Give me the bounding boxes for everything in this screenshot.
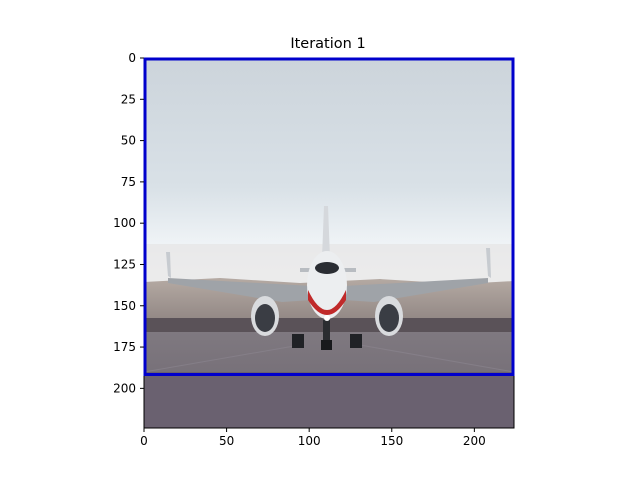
y-tick-label: 25 xyxy=(121,92,136,106)
x-tick-label: 100 xyxy=(298,434,321,448)
y-tick-label: 150 xyxy=(113,299,136,313)
y-tick-label: 50 xyxy=(121,134,136,148)
bounding-box xyxy=(143,57,515,376)
chart-title: Iteration 1 xyxy=(290,36,365,52)
y-axis: 0 25 50 75 100 125 150 175 200 xyxy=(113,51,144,395)
y-tick-label: 100 xyxy=(113,216,136,230)
x-tick-label: 0 xyxy=(140,434,148,448)
y-tick-label: 200 xyxy=(113,381,136,395)
y-tick-label: 0 xyxy=(128,51,136,65)
airplane-icon xyxy=(166,206,491,350)
airplane-photo xyxy=(144,58,514,428)
x-tick-label: 200 xyxy=(463,434,486,448)
y-tick-label: 75 xyxy=(121,175,136,189)
y-tick-label: 175 xyxy=(113,340,136,354)
x-tick-label: 150 xyxy=(380,434,403,448)
y-tick-label: 125 xyxy=(113,257,136,271)
x-tick-label: 50 xyxy=(219,434,234,448)
x-axis: 0 50 100 150 200 xyxy=(140,428,486,448)
